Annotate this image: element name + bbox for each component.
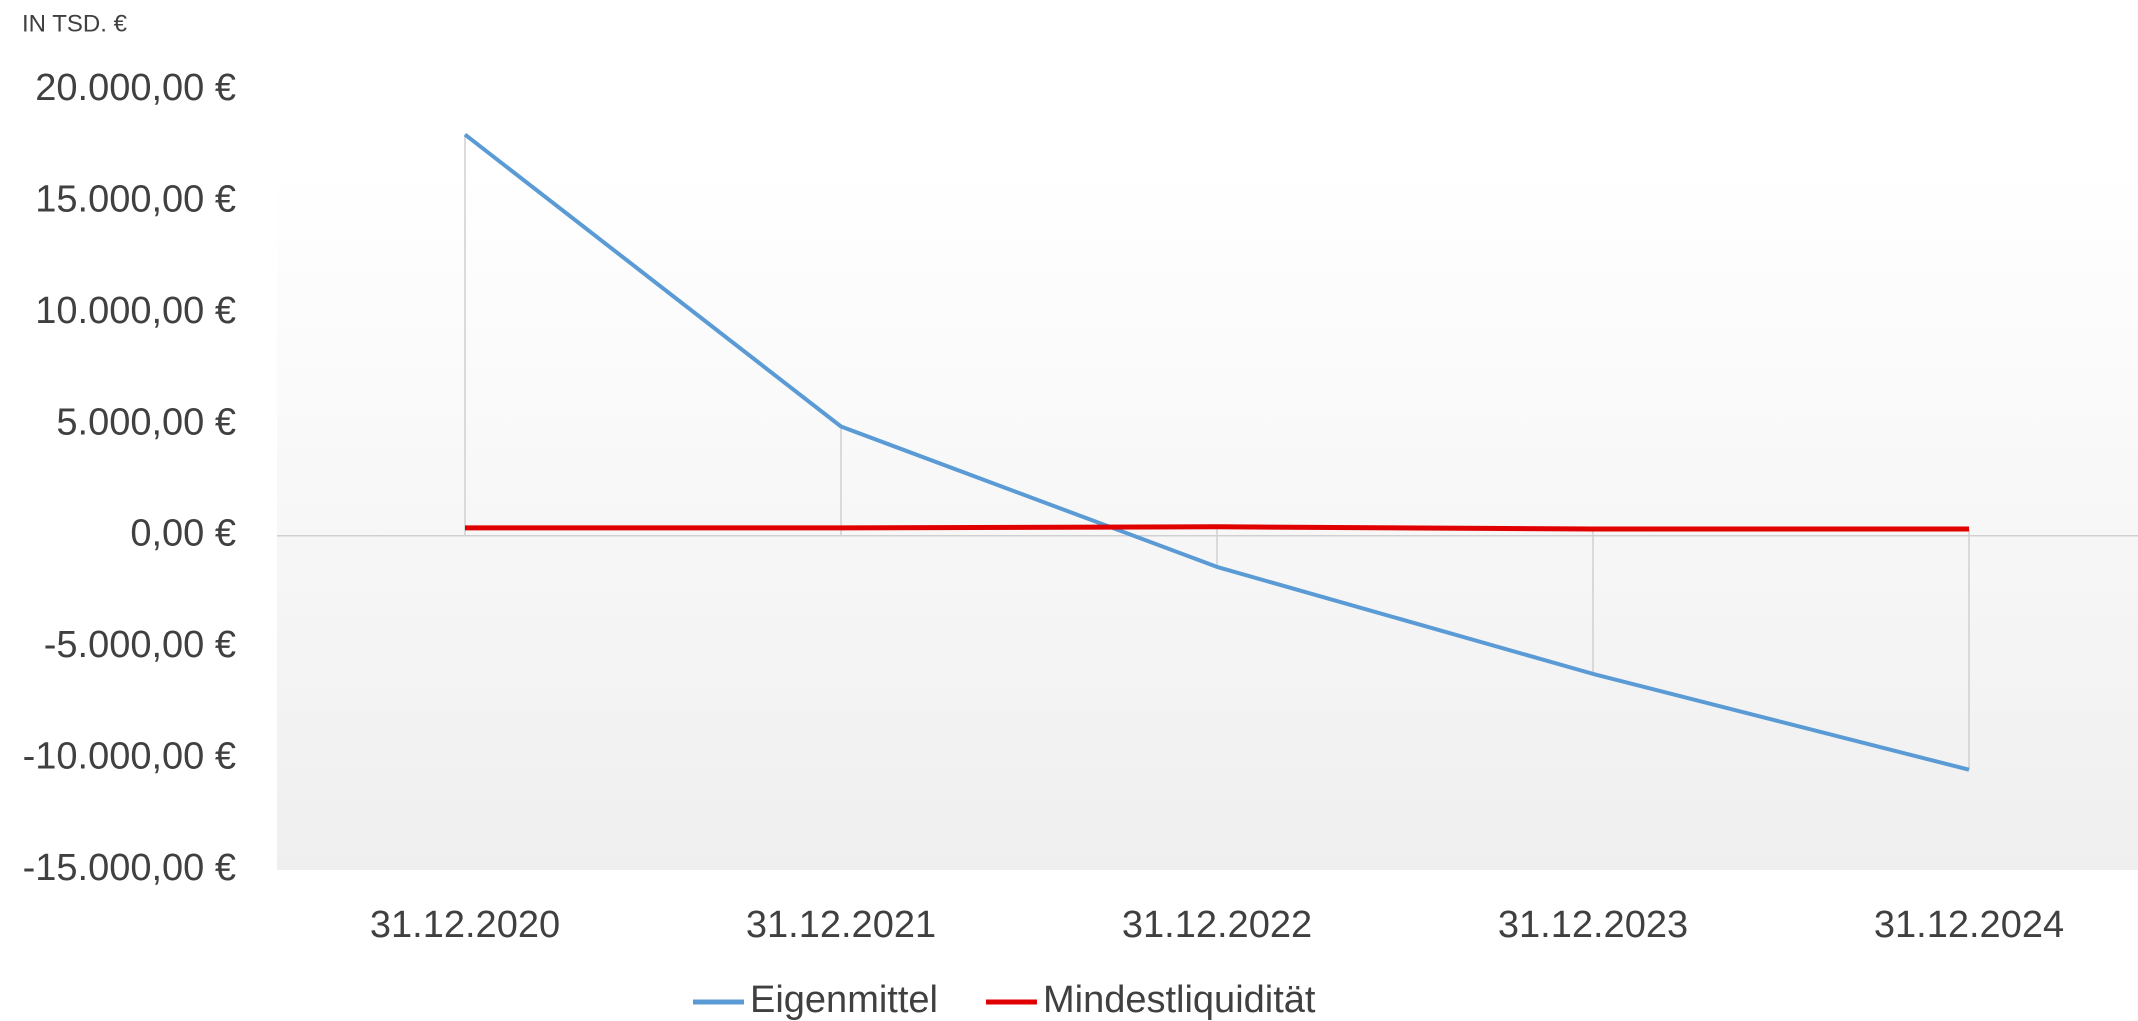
series-line [463, 132, 1970, 772]
x-tick-label: 31.12.2022 [1122, 904, 1312, 946]
y-tick-label: -10.000,00 € [23, 736, 236, 778]
legend-label: Mindestliquidität [1043, 979, 1316, 1021]
y-tick-label: 5.000,00 € [56, 401, 236, 443]
x-tick-label: 31.12.2023 [1498, 904, 1688, 946]
y-tick-label: 10.000,00 € [35, 290, 236, 332]
unit-label: IN TSD. € [22, 10, 128, 37]
plot-background [277, 170, 2138, 870]
series-line [465, 524, 1969, 532]
y-tick-label: -15.000,00 € [23, 847, 236, 889]
y-tick-label: 0,00 € [130, 513, 236, 555]
y-tick-label: -5.000,00 € [44, 624, 236, 666]
legend-label: Eigenmittel [750, 979, 938, 1021]
x-tick-label: 31.12.2024 [1874, 904, 2064, 946]
x-tick-label: 31.12.2021 [746, 904, 936, 946]
y-tick-label: 15.000,00 € [35, 178, 236, 220]
x-tick-label: 31.12.2020 [370, 904, 560, 946]
y-tick-label: 20.000,00 € [35, 67, 236, 109]
